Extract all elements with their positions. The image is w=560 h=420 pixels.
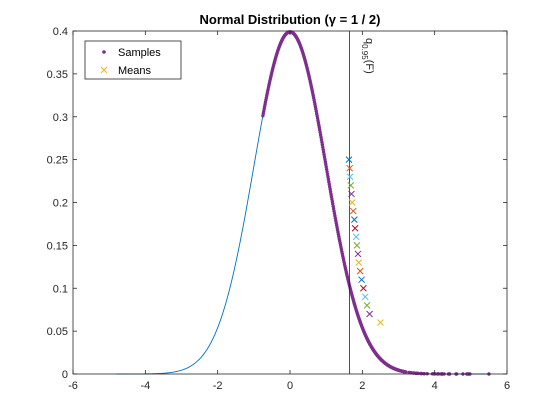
sample-point — [419, 371, 423, 376]
quantile-label: q0.95(F) — [360, 38, 375, 74]
mean-marker — [358, 276, 365, 284]
mean-marker — [356, 267, 364, 275]
legend-means-label: Means — [118, 65, 152, 77]
y-tick-label: 0 — [62, 369, 68, 381]
mean-marker — [349, 207, 357, 215]
mean-marker — [351, 224, 359, 232]
quantile-label-main: q — [363, 38, 375, 44]
x-tick-label: -4 — [140, 380, 150, 392]
y-tick-label: 0.2 — [53, 198, 68, 210]
mean-marker — [351, 216, 358, 224]
axes-background — [73, 31, 507, 374]
sample-point — [403, 370, 408, 374]
mean-marker — [354, 250, 362, 258]
x-tick-label: -6 — [68, 380, 78, 392]
y-tick-label: 0.05 — [47, 326, 68, 338]
legend-means-marker — [100, 66, 108, 74]
x-tick-label: 4 — [432, 380, 438, 392]
x-tick-label: 6 — [504, 380, 510, 392]
mean-marker — [352, 233, 360, 241]
quantile-label-sub: 0.95 — [360, 44, 369, 60]
x-tick-label: 0 — [287, 380, 293, 392]
mean-marker — [366, 310, 373, 318]
sample-point — [407, 370, 411, 375]
mean-marker — [347, 181, 355, 189]
mean-marker — [346, 173, 354, 181]
mean-marker — [353, 242, 361, 249]
legend-samples-marker — [102, 50, 106, 54]
mean-marker — [345, 156, 353, 163]
legend-samples-label: Samples — [118, 47, 161, 59]
mean-marker — [377, 319, 384, 326]
x-tick-label: 2 — [359, 380, 365, 392]
mean-marker — [360, 284, 367, 292]
svg-text:q0.95(F): q0.95(F) — [360, 38, 375, 74]
mean-marker — [346, 164, 354, 172]
ticks-layer: -6 -4 -2 0 2 4 6 0 0.05 0.1 0.15 0.2 0.25 0.3 0.35 0.4 — [47, 26, 510, 392]
chart-title: Normal Distribution (γ = 1 / 2) — [200, 12, 381, 27]
y-tick-label: 0.25 — [47, 155, 68, 167]
mean-marker — [363, 302, 371, 309]
x-tick-label: -2 — [213, 380, 223, 392]
mean-marker — [355, 259, 363, 266]
y-tick-label: 0.1 — [53, 283, 68, 295]
legend: Samples Means — [84, 40, 182, 80]
means-layer — [345, 156, 384, 326]
y-tick-label: 0.4 — [53, 26, 68, 38]
samples-layer — [261, 30, 491, 376]
y-tick-label: 0.35 — [47, 69, 68, 81]
mean-marker — [348, 199, 356, 206]
quantile-label-arg: (F) — [363, 60, 375, 74]
y-tick-label: 0.3 — [53, 112, 68, 124]
mean-marker — [361, 293, 369, 301]
y-tick-label: 0.15 — [47, 240, 68, 252]
mean-marker — [348, 190, 355, 198]
